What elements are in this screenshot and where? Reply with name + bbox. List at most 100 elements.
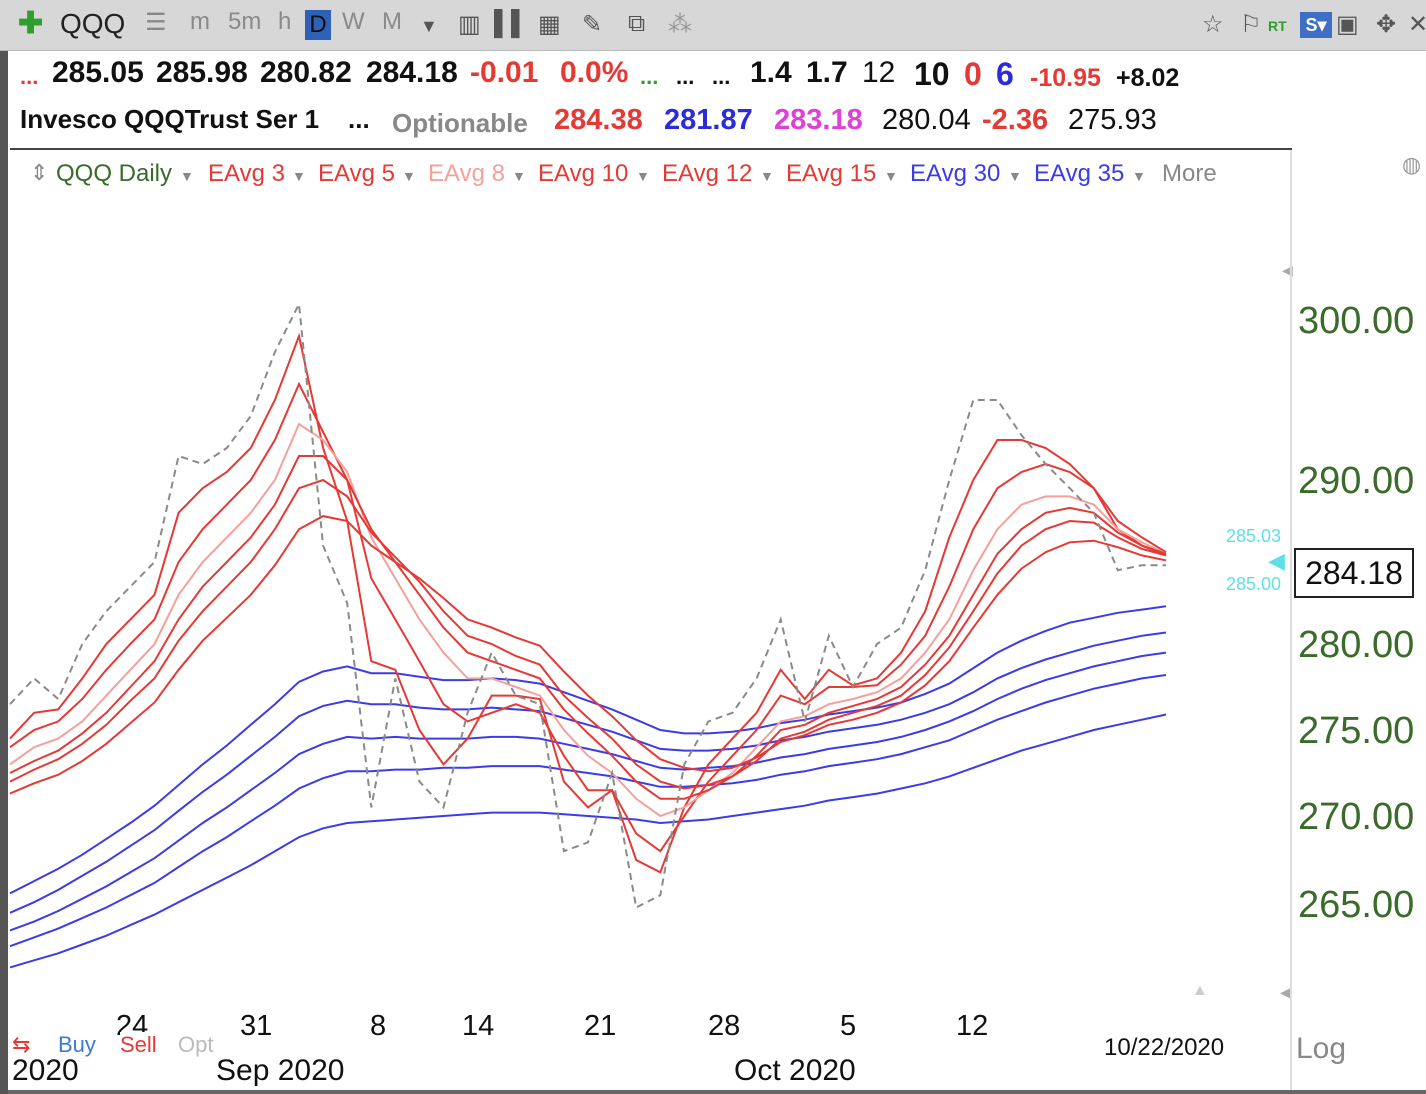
stat-v2: 1.7 [806, 56, 848, 89]
chevron-down-icon[interactable]: ▼ [1008, 168, 1022, 184]
chevron-down-icon[interactable]: ▼ [180, 168, 194, 184]
month-label-2020: 2020 [12, 1054, 79, 1087]
legend-eavg-15[interactable]: EAvg 15 [786, 160, 877, 187]
month-label-oct: Oct 2020 [734, 1054, 856, 1087]
chevron-down-icon[interactable]: ▼ [512, 168, 526, 184]
x-tick-21: 21 [584, 1010, 617, 1042]
move-icon[interactable]: ✥ [1376, 11, 1397, 38]
legend-more-button[interactable]: More [1162, 160, 1217, 187]
stat-v6: 6 [996, 56, 1014, 92]
stat-v7: -10.95 [1030, 64, 1101, 92]
realtime-icon[interactable]: RT [1268, 18, 1287, 34]
chevron-down-icon[interactable]: ▼ [292, 168, 306, 184]
series-line-eavg-35 [9, 631, 1167, 914]
palette-icon[interactable]: ◍ [1402, 152, 1422, 177]
series-line-eavg-8 [9, 422, 1167, 818]
price-tick-290: 290.00 [1298, 460, 1415, 502]
price-tick-300: 300.00 [1298, 300, 1415, 342]
date-label: 10/22/2020 [1104, 1034, 1225, 1061]
star-icon[interactable]: ☆ [1202, 11, 1224, 38]
legend-main-series[interactable]: QQQ Daily [56, 160, 173, 187]
bar-chart-icon[interactable]: ▌▌ [494, 10, 529, 37]
scroll-left-icon[interactable]: ◀ [1282, 262, 1293, 278]
price-tick-275: 275.00 [1298, 710, 1415, 752]
flag-icon[interactable]: ⚐ [1240, 11, 1262, 38]
interval-monthly[interactable]: M [382, 8, 402, 35]
info-p5: -2.36 [982, 104, 1049, 136]
log-scale-toggle[interactable]: Log [1296, 1032, 1347, 1065]
legend-eavg-5[interactable]: EAvg 5 [318, 160, 395, 187]
drag-handle-icon[interactable]: ⇕ [30, 160, 49, 185]
interval-weekly[interactable]: W [342, 8, 365, 35]
series-line-eavg-40 [9, 651, 1167, 932]
legend-eavg-30[interactable]: EAvg 30 [910, 160, 1001, 187]
marker-low-label: 285.00 [1226, 574, 1282, 594]
open-value: 285.05 [52, 56, 144, 89]
legend-eavg-12[interactable]: EAvg 12 [662, 160, 753, 187]
list-icon[interactable]: ☰ [145, 9, 167, 36]
sell-button[interactable]: Sell [120, 1032, 157, 1058]
interval-daily[interactable]: D [305, 10, 331, 40]
pencil-icon[interactable]: ✎ [582, 11, 603, 38]
x-tick-14: 14 [462, 1010, 495, 1042]
settings-s-icon[interactable]: S▾ [1300, 12, 1332, 38]
x-tick-28: 28 [708, 1010, 741, 1042]
interval-1m[interactable]: m [190, 8, 210, 35]
stat-v8: +8.02 [1116, 64, 1180, 92]
last-price-arrow-icon: ◀ [1268, 548, 1285, 573]
series-line-eavg-3 [9, 332, 1167, 874]
chevron-down-icon[interactable]: ▼ [636, 168, 650, 184]
series-line-eavg-30 [9, 605, 1167, 895]
last-price-box: 284.18 [1294, 548, 1414, 598]
series-line-eavg-10 [9, 455, 1167, 800]
security-name: Invesco QQQTrust Ser 1 [20, 104, 320, 134]
price-axis-separator [1290, 150, 1292, 1094]
legend-eavg-10[interactable]: EAvg 10 [538, 160, 629, 187]
opt-button[interactable]: Opt [178, 1032, 214, 1058]
save-icon[interactable]: ▣ [1336, 11, 1359, 38]
close-icon[interactable]: ✕ [1408, 11, 1426, 38]
x-tick-12: 12 [956, 1010, 989, 1042]
share-icon[interactable]: ⁂ [668, 11, 692, 38]
x-tick-31: 31 [240, 1010, 273, 1042]
dots-a: ... [676, 64, 695, 89]
info-p1: 284.38 [554, 104, 643, 136]
buy-sell-icon[interactable]: ⇆ [12, 1032, 31, 1058]
chevron-down-icon[interactable]: ▼ [760, 168, 774, 184]
x-tick-5: 5 [840, 1010, 857, 1042]
scroll-left-icon[interactable]: ◀ [1280, 984, 1291, 1000]
info-dots: ... [348, 104, 370, 134]
interval-5m[interactable]: 5m [228, 8, 262, 35]
quote-row: ... 285.05 285.98 280.82 284.18 -0.01 0.… [0, 52, 1426, 102]
chevron-down-icon[interactable]: ▼ [420, 16, 438, 36]
chevron-down-icon[interactable]: ▼ [402, 168, 416, 184]
window-left-border [0, 0, 8, 1094]
info-p4: 280.04 [882, 104, 971, 136]
bar-type-icon[interactable]: ▥ [458, 11, 481, 38]
scroll-up-icon[interactable]: ▲ [1192, 982, 1208, 999]
copy-icon[interactable]: ⧉ [628, 10, 646, 37]
marker-high-label: 285.03 [1226, 526, 1282, 546]
info-p6: 275.93 [1068, 104, 1157, 136]
interval-hour[interactable]: h [278, 8, 292, 35]
info-p2: 281.87 [664, 104, 753, 136]
buy-button[interactable]: Buy [58, 1032, 96, 1058]
add-symbol-icon[interactable]: ✚ [18, 7, 44, 40]
legend-eavg-35[interactable]: EAvg 35 [1034, 160, 1125, 187]
legend-eavg-8[interactable]: EAvg 8 [428, 160, 505, 187]
quote-prefix: ... [20, 64, 39, 89]
stat-v4: 10 [914, 56, 950, 92]
chevron-down-icon[interactable]: ▼ [884, 168, 898, 184]
series-line-eavg-45 [9, 674, 1167, 948]
stat-v3: 12 [862, 56, 896, 89]
stat-v1: 1.4 [750, 56, 792, 89]
legend-eavg-3[interactable]: EAvg 3 [208, 160, 285, 187]
chevron-down-icon[interactable]: ▼ [1132, 168, 1146, 184]
series-line-eavg-15 [9, 515, 1167, 795]
low-value: 280.82 [260, 56, 352, 89]
calendar-icon[interactable]: ▦ [538, 11, 561, 38]
chart-toolbar: ✚ QQQ ☰ m 5m h D W M ▼ ▥ ▌▌ ▦ ✎ ⧉ ⁂ ☆ ⚐ … [0, 0, 1426, 51]
info-p3: 283.18 [774, 104, 863, 136]
symbol-label[interactable]: QQQ [60, 8, 126, 39]
